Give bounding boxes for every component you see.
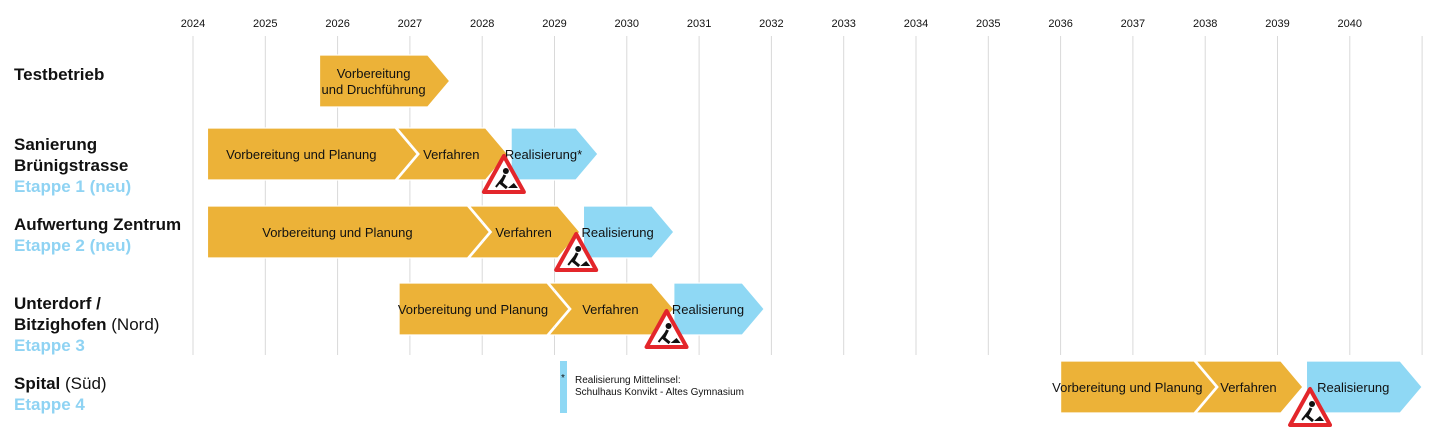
roadwork-shovel xyxy=(1301,410,1310,421)
phase-arrow xyxy=(395,127,509,181)
row-label-testbetrieb: Testbetrieb xyxy=(14,65,105,84)
roadwork-worker-head xyxy=(1309,401,1316,407)
year-tick-label: 2033 xyxy=(831,18,855,30)
phase-label: Vorbereitung und Planung xyxy=(1052,380,1202,395)
phase-label: Vorbereitung und Planung xyxy=(262,225,412,240)
phase-arrow xyxy=(206,205,491,259)
stage-label: Etappe 2 (neu) xyxy=(14,236,132,255)
year-tick-label: 2040 xyxy=(1338,18,1362,30)
year-tick-label: 2026 xyxy=(325,18,349,30)
footnote-line: Realisierung Mittelinsel: xyxy=(575,375,681,386)
phase-label: Vorbereitung xyxy=(337,66,411,81)
stage-label: Etappe 3 xyxy=(14,336,85,355)
phase-arrow xyxy=(318,54,451,108)
roadwork-pile xyxy=(507,183,518,188)
roadwork-worker-head xyxy=(575,246,582,252)
phase-arrow xyxy=(1059,360,1217,414)
phase-label: Verfahren xyxy=(1220,380,1276,395)
year-tick-label: 2035 xyxy=(976,18,1000,30)
year-tick-label: 2038 xyxy=(1193,18,1217,30)
phase-label: Vorbereitung und Planung xyxy=(398,302,548,317)
phase-arrow xyxy=(398,282,570,336)
phase-label: Vorbereitung und Planung xyxy=(226,147,376,162)
roadwork-worker-body xyxy=(661,329,671,345)
year-tick-label: 2036 xyxy=(1048,18,1072,30)
year-tick-label: 2024 xyxy=(181,18,205,30)
year-tick-label: 2032 xyxy=(759,18,783,30)
roadwork-pile xyxy=(580,261,591,266)
roadwork-worker-body xyxy=(1305,407,1314,423)
roadwork-worker-body xyxy=(571,252,581,268)
phase-arrow xyxy=(468,205,581,259)
phase-arrow xyxy=(206,127,418,181)
phase-label: Realisierung* xyxy=(505,147,582,162)
phase-label: und Druchführung xyxy=(322,82,426,97)
roadwork-shovel xyxy=(495,177,504,188)
roadwork-worker-body xyxy=(499,174,508,190)
phase-label: Realisierung xyxy=(1317,380,1389,395)
roadwork-shovel xyxy=(567,255,576,266)
phase-label: Verfahren xyxy=(582,302,638,317)
row-label-sanierung: Sanierung Brünigstrasse Etappe 1 (neu) xyxy=(14,135,132,196)
roadwork-shovel xyxy=(657,332,667,343)
year-tick-label: 2039 xyxy=(1265,18,1289,30)
footnote-star: * xyxy=(561,373,565,384)
year-tick-label: 2028 xyxy=(470,18,494,30)
stage-label: Etappe 1 (neu) xyxy=(14,177,132,196)
phase-label: Verfahren xyxy=(423,147,479,162)
year-tick-label: 2029 xyxy=(542,18,566,30)
phase-label: Verfahren xyxy=(495,225,551,240)
footnote-line: Schulhaus Konvikt - Altes Gymnasium xyxy=(575,387,744,398)
row-label-spital: Spital (Süd) Etappe 4 xyxy=(14,374,107,414)
phase-label: Realisierung xyxy=(581,225,653,240)
roadwork-pile xyxy=(1314,416,1325,421)
roadwork-worker-head xyxy=(665,323,672,329)
year-tick-label: 2034 xyxy=(904,18,928,30)
year-tick-label: 2030 xyxy=(615,18,639,30)
row-label-unterdorf: Unterdorf / Bitzighofen (Nord) Etappe 3 xyxy=(14,294,160,355)
stage-label: Etappe 4 xyxy=(14,395,85,414)
row-label-zentrum: Aufwertung Zentrum Etappe 2 (neu) xyxy=(14,215,182,255)
year-tick-label: 2037 xyxy=(1121,18,1145,30)
year-tick-label: 2027 xyxy=(398,18,422,30)
roadwork-pile xyxy=(670,338,681,343)
year-tick-label: 2025 xyxy=(253,18,277,30)
roadwork-worker-head xyxy=(502,168,509,174)
phase-label: Realisierung xyxy=(672,302,744,317)
footnote: Realisierung Mittelinsel: Schulhaus Konv… xyxy=(575,375,744,399)
phase-arrow xyxy=(1194,360,1304,414)
footnote-marker xyxy=(560,361,567,413)
year-tick-label: 2031 xyxy=(687,18,711,30)
